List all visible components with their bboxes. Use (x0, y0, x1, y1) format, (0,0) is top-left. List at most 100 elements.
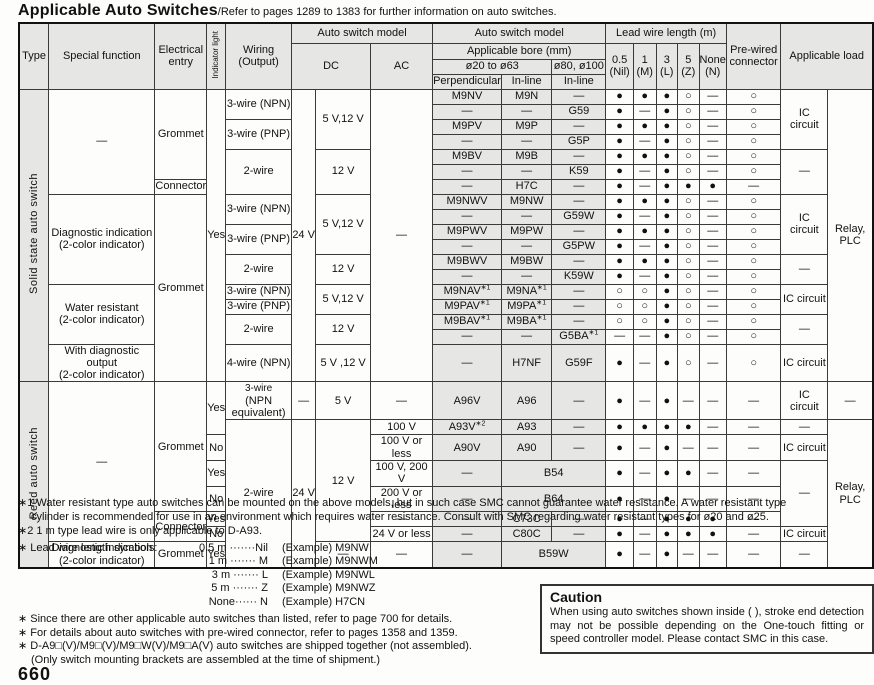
cell: ○ (677, 103, 700, 120)
auto-switch-table: Type Special function Electrical entry Indi… (18, 22, 874, 569)
cell: ● (655, 253, 679, 270)
cell: ○ (725, 148, 782, 165)
cell: ○ (632, 283, 657, 300)
cell: ○ (677, 238, 700, 255)
cell: M9BA∗1 (500, 313, 553, 330)
electrical-entry: Connector (154, 178, 208, 195)
electrical-entry: Grommet (154, 88, 208, 180)
cell: — (698, 283, 727, 300)
cell: ● (605, 253, 634, 270)
cell: ● (655, 238, 679, 255)
dc-voltage: 5 V ,12 V (315, 343, 371, 383)
cell: — (632, 328, 657, 345)
cell: ○ (677, 163, 700, 180)
cell: — (698, 253, 727, 270)
dc-voltage: 5 V,12 V (315, 193, 371, 255)
cell: ● (632, 148, 657, 165)
cell: — (698, 485, 727, 513)
footnote-6-line1: ∗ D-A9□(V)/M9□(V)/M9□W(V)/M9□A(V) auto s… (18, 640, 472, 652)
cell: — (551, 511, 607, 528)
col-header-lead-5: 5 (Z) (677, 42, 700, 90)
wiring: 4-wire (NPN) (225, 343, 293, 383)
cell: — (500, 163, 553, 180)
cell: M9BV (432, 148, 502, 165)
col-header-indicator-light: Indicator light (206, 22, 227, 90)
cell: — (698, 434, 727, 461)
cell: ○ (677, 298, 700, 315)
col-header-type: Type (18, 22, 50, 90)
cell: G5PW (551, 238, 607, 255)
cell: ○ (632, 313, 657, 330)
cell: ● (655, 178, 679, 195)
special-function: — (48, 381, 156, 543)
cell: M9NWV (432, 193, 502, 210)
cell: M9NA∗1 (500, 283, 553, 300)
cell: — (632, 163, 657, 180)
cell: — (698, 298, 727, 315)
wiring: 3-wire (PNP) (225, 118, 293, 150)
cell: — (632, 434, 657, 461)
ac-voltage: 200 V or less (369, 485, 434, 513)
cell: — (551, 526, 607, 543)
cell: ○ (725, 238, 782, 255)
cell: — (698, 88, 727, 105)
load-relay-plc: — (827, 381, 874, 421)
symbol-example: (Example) M9NWZ (282, 582, 376, 594)
col-header-dc: DC (291, 42, 371, 90)
cell: — (725, 460, 782, 487)
special-function: — (48, 88, 156, 195)
cell: ● (698, 178, 727, 195)
cell: — (500, 133, 553, 150)
special-function: With diagnostic output (2-color indicato… (48, 343, 156, 383)
cell: M9BAV∗1 (432, 313, 502, 330)
symbol-row: None······ N (Example) H7CN (168, 596, 866, 610)
footnote-tail: ∗ Since there are other applicable auto … (18, 613, 866, 667)
cell: ● (632, 419, 657, 436)
cell: — (725, 485, 782, 513)
cell: — (551, 178, 607, 195)
cell: M9PWV (432, 223, 502, 240)
special-function: Water resistant (2-color indicator) (48, 283, 156, 345)
col-header-applicable-load: Applicable load (780, 22, 874, 90)
cell: G5P (551, 133, 607, 150)
group-header-lead-wire-length: Lead wire length (m) (605, 22, 727, 44)
col-header-pre-wired-connector: Pre-wired connector (725, 22, 782, 90)
load-ic: IC circuit (780, 434, 829, 461)
load-ic: — (780, 541, 829, 569)
cell: ● (655, 118, 679, 135)
cell: — (551, 419, 607, 436)
group-header-applicable-bore: Applicable bore (mm) (432, 42, 607, 60)
wiring: 2-wire (225, 253, 293, 285)
load-ic: IC circuit (780, 526, 829, 543)
cell: ○ (632, 298, 657, 315)
cell: — (632, 460, 657, 487)
cell: — (551, 253, 607, 270)
caution-box: Caution When using auto switches shown i… (540, 584, 874, 654)
symbol-example: (Example) M9NW (282, 541, 369, 554)
cell: ● (655, 268, 679, 285)
cell: ● (605, 163, 634, 180)
caution-title: Caution (550, 589, 603, 605)
cell: — (432, 133, 502, 150)
cell: G5BA∗1 (551, 328, 607, 345)
cell: ● (655, 313, 679, 330)
indicator-light: Yes (206, 381, 227, 436)
dc-voltage: 12 V (315, 253, 371, 285)
cell: ● (605, 88, 634, 105)
col-header-bore-20-63: ø20 to ø63 (432, 58, 553, 75)
cell: ● (677, 460, 700, 487)
cell: — (698, 163, 727, 180)
cell: G59F (551, 343, 607, 383)
wiring: 3-wire (NPN) (225, 283, 293, 300)
footnote-4: ∗ Since there are other applicable auto … (18, 613, 453, 625)
cell: ● (655, 163, 679, 180)
cell: — (551, 223, 607, 240)
cell: — (432, 485, 502, 513)
cell: — (432, 460, 502, 487)
cell: — (698, 328, 727, 345)
cell: — (551, 118, 607, 135)
indicator-light: Yes (206, 88, 227, 383)
cell: ● (655, 381, 679, 421)
cell: — (632, 178, 657, 195)
